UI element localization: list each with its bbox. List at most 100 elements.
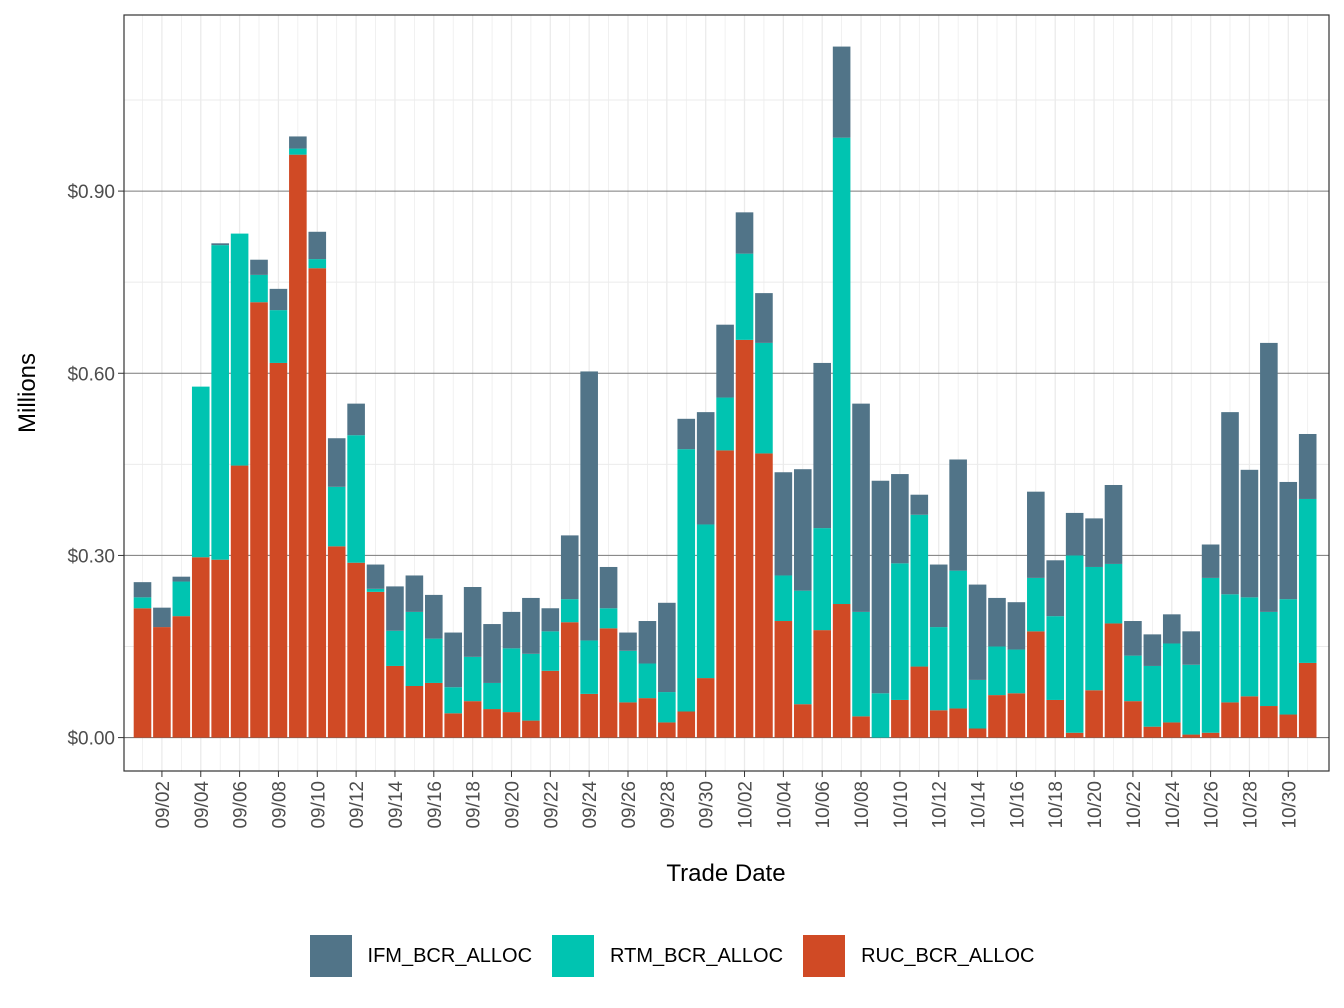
bar-segment-rtm-bcr-alloc <box>444 687 463 714</box>
bar-segment-ruc-bcr-alloc <box>366 591 385 738</box>
legend-item-rtm: RTM_BCR_ALLOC <box>552 935 783 977</box>
bar-segment-ifm-bcr-alloc <box>599 566 618 609</box>
bar-segment-rtm-bcr-alloc <box>910 514 929 667</box>
x-tick-label: 10/16 <box>1007 781 1028 829</box>
bar-segment-rtm-bcr-alloc <box>1007 649 1026 694</box>
bar-segment-ifm-bcr-alloc <box>1124 621 1142 656</box>
bar-segment-ifm-bcr-alloc <box>1085 518 1103 567</box>
bar-segment-ifm-bcr-alloc <box>211 243 229 246</box>
bar-segment-ifm-bcr-alloc <box>327 438 346 487</box>
x-tick-label: 09/28 <box>658 781 679 829</box>
bar-segment-rtm-bcr-alloc <box>1065 555 1084 733</box>
bar-segment-rtm-bcr-alloc <box>929 627 948 711</box>
bar-segment-ifm-bcr-alloc <box>1260 342 1278 612</box>
bar-segment-ifm-bcr-alloc <box>347 403 365 436</box>
x-axis-title: Trade Date <box>666 860 785 887</box>
bar-segment-ruc-bcr-alloc <box>502 712 521 738</box>
bar-segment-rtm-bcr-alloc <box>638 663 657 699</box>
bar-segment-ifm-bcr-alloc <box>269 288 288 311</box>
bar-segment-ifm-bcr-alloc <box>735 212 754 254</box>
bar-segment-ifm-bcr-alloc <box>1104 484 1123 564</box>
x-tick-label: 10/20 <box>1085 781 1106 829</box>
bar-segment-ruc-bcr-alloc <box>638 698 657 738</box>
bar-segment-ruc-bcr-alloc <box>619 702 637 738</box>
bar-segment-rtm-bcr-alloc <box>289 148 307 155</box>
bar-segment-rtm-bcr-alloc <box>1027 577 1045 632</box>
legend: IFM_BCR_ALLOC RTM_BCR_ALLOC RUC_BCR_ALLO… <box>0 932 1344 980</box>
bar-segment-ruc-bcr-alloc <box>813 630 831 738</box>
bar-segment-rtm-bcr-alloc <box>716 397 734 451</box>
bar-segment-ruc-bcr-alloc <box>289 154 307 738</box>
bar-segment-ruc-bcr-alloc <box>949 708 967 738</box>
bar-segment-ifm-bcr-alloc <box>638 621 657 664</box>
bar-segment-ifm-bcr-alloc <box>463 587 482 657</box>
bar-segment-rtm-bcr-alloc <box>1162 643 1181 723</box>
bar-segment-rtm-bcr-alloc <box>793 590 812 705</box>
bar-segment-ruc-bcr-alloc <box>1201 732 1220 738</box>
bar-segment-ruc-bcr-alloc <box>852 716 870 738</box>
bar-segment-ruc-bcr-alloc <box>988 695 1006 738</box>
bar-segment-rtm-bcr-alloc <box>1201 577 1220 733</box>
bar-segment-ruc-bcr-alloc <box>230 465 249 738</box>
bar-segment-rtm-bcr-alloc <box>1124 655 1142 702</box>
bar-segment-rtm-bcr-alloc <box>386 630 404 666</box>
bar-segment-ifm-bcr-alloc <box>522 597 540 654</box>
bar-segment-rtm-bcr-alloc <box>1182 664 1200 735</box>
bar-segment-ifm-bcr-alloc <box>832 46 851 138</box>
bar-segment-ifm-bcr-alloc <box>1221 412 1239 595</box>
bar-segment-ifm-bcr-alloc <box>133 582 152 598</box>
bar-segment-ruc-bcr-alloc <box>1143 726 1162 738</box>
bar-segment-ruc-bcr-alloc <box>444 713 463 738</box>
bar-segment-ifm-bcr-alloc <box>425 594 443 639</box>
x-tick-label: 10/18 <box>1046 781 1067 829</box>
x-tick-label: 10/24 <box>1163 781 1184 829</box>
bar-segment-ruc-bcr-alloc <box>386 665 404 738</box>
bar-segment-ruc-bcr-alloc <box>1240 696 1259 738</box>
bar-segment-ifm-bcr-alloc <box>774 472 793 576</box>
y-tick-label: $0.60 <box>67 364 115 385</box>
bar-segment-ruc-bcr-alloc <box>172 616 191 738</box>
bar-segment-rtm-bcr-alloc <box>463 656 482 702</box>
plot-border <box>123 14 1330 772</box>
bar-segment-rtm-bcr-alloc <box>619 650 637 703</box>
bar-segment-rtm-bcr-alloc <box>871 693 890 738</box>
bar-segment-ifm-bcr-alloc <box>1182 631 1200 665</box>
bar-segment-rtm-bcr-alloc <box>327 486 346 547</box>
bar-segment-ruc-bcr-alloc <box>696 678 715 738</box>
bar-segment-ruc-bcr-alloc <box>793 704 812 738</box>
bar-segment-ruc-bcr-alloc <box>463 701 482 738</box>
bar-segment-ifm-bcr-alloc <box>949 459 967 571</box>
bar-segment-rtm-bcr-alloc <box>968 679 987 729</box>
bar-segment-ifm-bcr-alloc <box>405 575 424 612</box>
x-tick-label: 09/20 <box>502 781 523 829</box>
bar-segment-ruc-bcr-alloc <box>1027 631 1045 738</box>
bar-segment-ifm-bcr-alloc <box>1162 614 1181 644</box>
bar-segment-ruc-bcr-alloc <box>735 339 754 738</box>
bar-segment-rtm-bcr-alloc <box>1046 616 1065 700</box>
bar-segment-ifm-bcr-alloc <box>580 371 598 641</box>
bar-segment-rtm-bcr-alloc <box>755 342 773 454</box>
bar-segment-ifm-bcr-alloc <box>716 324 734 398</box>
x-tick-label: 09/10 <box>308 781 329 829</box>
bar-segment-rtm-bcr-alloc <box>1298 498 1317 663</box>
bar-segment-rtm-bcr-alloc <box>735 253 754 340</box>
bar-segment-rtm-bcr-alloc <box>1085 566 1103 691</box>
x-tick-label: 09/26 <box>619 781 640 829</box>
x-tick-label: 10/22 <box>1124 781 1145 829</box>
bar-segment-rtm-bcr-alloc <box>1221 594 1239 703</box>
bar-segment-ifm-bcr-alloc <box>677 418 696 450</box>
legend-item-ruc: RUC_BCR_ALLOC <box>803 935 1034 977</box>
x-tick-label: 09/18 <box>464 781 485 829</box>
x-tick-label: 10/06 <box>813 781 834 829</box>
bar-segment-ruc-bcr-alloc <box>968 728 987 738</box>
bar-segment-ifm-bcr-alloc <box>793 469 812 591</box>
bar-segment-rtm-bcr-alloc <box>1104 563 1123 624</box>
bar-segment-ruc-bcr-alloc <box>1046 699 1065 738</box>
bar-segment-ifm-bcr-alloc <box>541 608 560 632</box>
x-tick-label: 10/04 <box>774 781 795 829</box>
bar-segment-ifm-bcr-alloc <box>386 586 404 631</box>
bar-segment-rtm-bcr-alloc <box>483 682 501 710</box>
bar-segment-ifm-bcr-alloc <box>308 231 327 260</box>
bar-segment-rtm-bcr-alloc <box>347 435 365 563</box>
x-tick-label: 09/04 <box>192 781 213 829</box>
